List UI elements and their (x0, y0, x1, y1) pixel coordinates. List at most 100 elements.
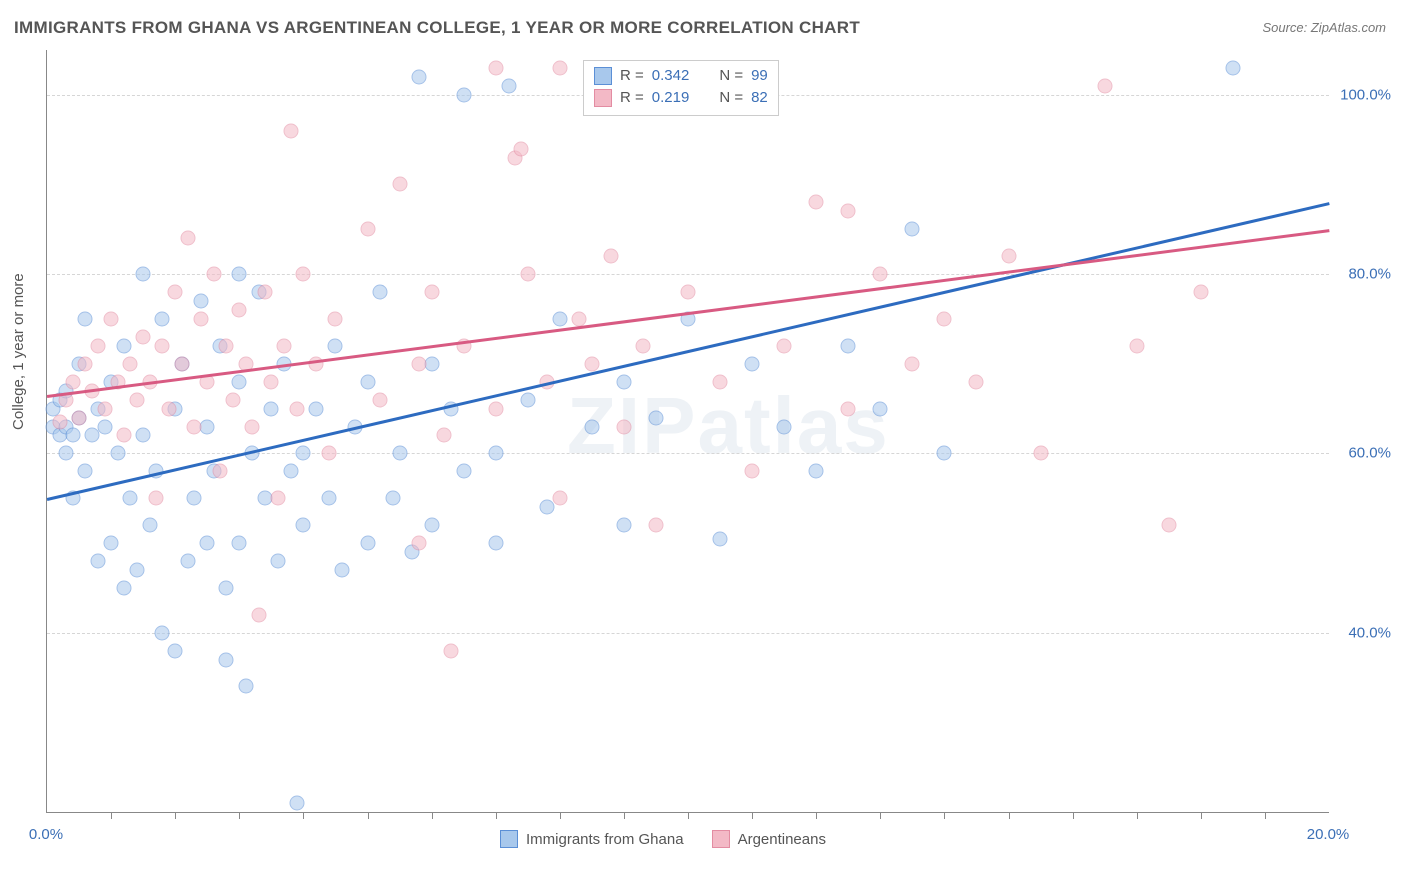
scatter-point (123, 356, 138, 371)
stats-row: R = 0.219N = 82 (594, 87, 768, 109)
scatter-point (289, 796, 304, 811)
x-tick (1137, 812, 1138, 819)
x-tick (111, 812, 112, 819)
scatter-point (136, 267, 151, 282)
scatter-point (142, 518, 157, 533)
scatter-point (91, 338, 106, 353)
scatter-point (78, 311, 93, 326)
scatter-point (1129, 338, 1144, 353)
scatter-point (488, 536, 503, 551)
scatter-point (257, 285, 272, 300)
legend-label: Argentineans (738, 831, 826, 848)
scatter-point (91, 553, 106, 568)
scatter-point (219, 338, 234, 353)
scatter-point (270, 553, 285, 568)
legend-label: Immigrants from Ghana (526, 831, 684, 848)
scatter-point (334, 562, 349, 577)
scatter-point (136, 329, 151, 344)
scatter-point (72, 410, 87, 425)
scatter-point (232, 267, 247, 282)
scatter-point (841, 401, 856, 416)
scatter-point (809, 195, 824, 210)
scatter-point (411, 356, 426, 371)
scatter-point (200, 536, 215, 551)
n-label: N = (719, 65, 743, 87)
scatter-point (59, 446, 74, 461)
scatter-point (392, 177, 407, 192)
scatter-point (251, 607, 266, 622)
scatter-point (155, 338, 170, 353)
scatter-point (65, 428, 80, 443)
x-tick (688, 812, 689, 819)
scatter-point (264, 401, 279, 416)
scatter-point (97, 419, 112, 434)
scatter-point (443, 643, 458, 658)
scatter-point (572, 311, 587, 326)
scatter-point (200, 419, 215, 434)
scatter-point (187, 419, 202, 434)
scatter-point (1161, 518, 1176, 533)
scatter-point (168, 285, 183, 300)
scatter-point (296, 267, 311, 282)
r-label: R = (620, 87, 644, 109)
x-tick (1073, 812, 1074, 819)
scatter-point (360, 222, 375, 237)
scatter-point (123, 491, 138, 506)
scatter-point (104, 536, 119, 551)
scatter-point (969, 374, 984, 389)
scatter-point (841, 338, 856, 353)
scatter-point (168, 643, 183, 658)
scatter-point (373, 285, 388, 300)
scatter-point (520, 267, 535, 282)
scatter-point (937, 311, 952, 326)
source-label: Source: ZipAtlas.com (1262, 20, 1386, 35)
scatter-point (360, 536, 375, 551)
x-tick (239, 812, 240, 819)
legend-item: Argentineans (712, 830, 826, 848)
scatter-point (213, 464, 228, 479)
scatter-point (488, 60, 503, 75)
scatter-point (456, 87, 471, 102)
scatter-point (104, 311, 119, 326)
scatter-point (937, 446, 952, 461)
x-tick (1265, 812, 1266, 819)
scatter-point (411, 536, 426, 551)
scatter-point (277, 338, 292, 353)
legend-swatch (594, 67, 612, 85)
scatter-point (1097, 78, 1112, 93)
scatter-point (193, 294, 208, 309)
scatter-point (520, 392, 535, 407)
y-tick-label: 80.0% (1348, 266, 1391, 283)
scatter-point (296, 518, 311, 533)
scatter-point (193, 311, 208, 326)
scatter-point (84, 428, 99, 443)
x-tick (303, 812, 304, 819)
x-tick-label: 0.0% (29, 826, 63, 843)
x-tick (816, 812, 817, 819)
x-tick-label: 20.0% (1307, 826, 1350, 843)
n-value: 82 (751, 87, 768, 109)
legend-swatch (712, 830, 730, 848)
scatter-point (328, 338, 343, 353)
scatter-point (616, 419, 631, 434)
stats-row: R = 0.342N = 99 (594, 65, 768, 87)
scatter-point (245, 419, 260, 434)
scatter-point (65, 374, 80, 389)
scatter-point (219, 580, 234, 595)
scatter-point (604, 249, 619, 264)
scatter-point (1001, 249, 1016, 264)
scatter-point (232, 536, 247, 551)
scatter-point (309, 401, 324, 416)
bottom-legend: Immigrants from Ghana Argentineans (500, 830, 826, 848)
scatter-point (238, 679, 253, 694)
y-tick-label: 60.0% (1348, 445, 1391, 462)
scatter-point (777, 338, 792, 353)
chart-container: IMMIGRANTS FROM GHANA VS ARGENTINEAN COL… (0, 0, 1406, 892)
scatter-point (873, 267, 888, 282)
scatter-point (636, 338, 651, 353)
x-tick (175, 812, 176, 819)
scatter-point (386, 491, 401, 506)
scatter-point (456, 464, 471, 479)
scatter-point (155, 311, 170, 326)
legend-item: Immigrants from Ghana (500, 830, 684, 848)
